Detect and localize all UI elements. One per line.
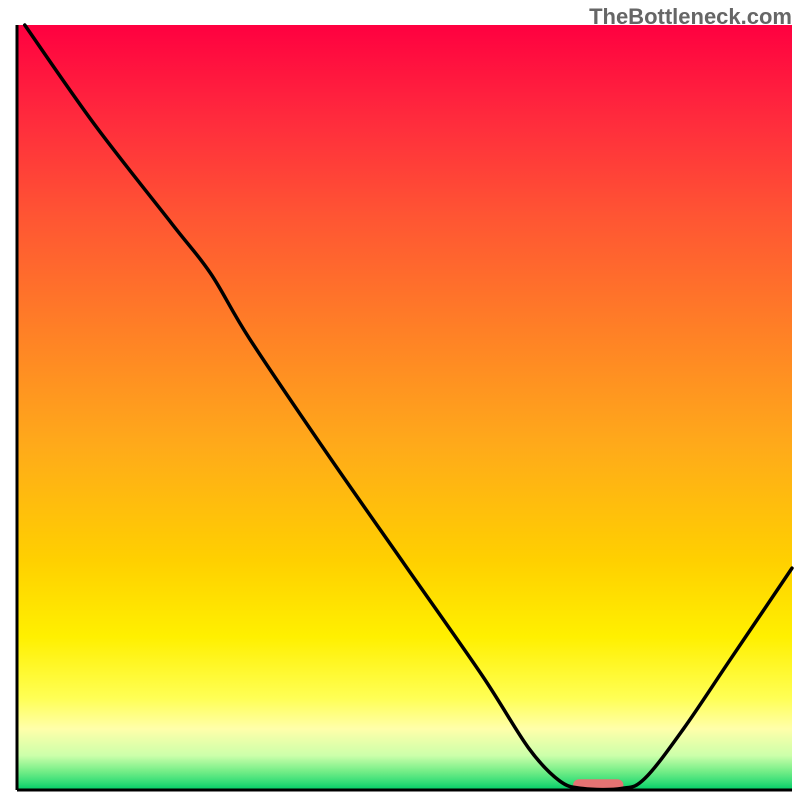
gradient-background <box>17 25 792 790</box>
chart-container: TheBottleneck.com <box>0 0 800 800</box>
bottleneck-chart <box>0 0 800 800</box>
watermark-text: TheBottleneck.com <box>589 4 792 30</box>
